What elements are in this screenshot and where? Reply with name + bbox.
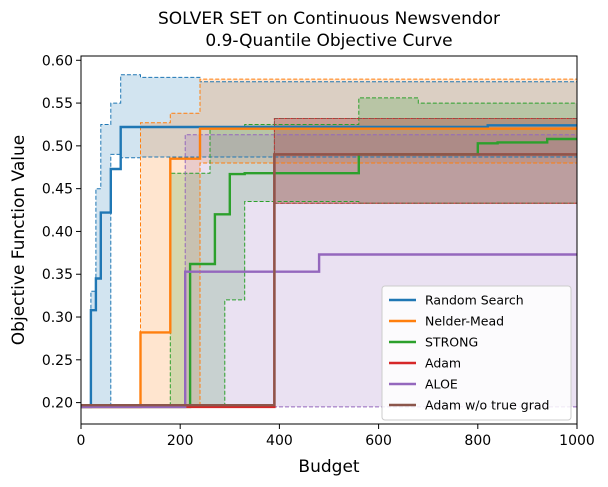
legend-label-adam-w-o-true-grad: Adam w/o true grad — [425, 398, 549, 413]
x-tick-label: 800 — [464, 433, 491, 449]
y-tick-label: 0.45 — [42, 182, 73, 198]
x-tick-label: 1000 — [559, 433, 595, 449]
series-line-nelder-mead — [81, 127, 577, 409]
x-tick-label: 600 — [365, 433, 392, 449]
y-tick-label: 0.20 — [42, 396, 73, 412]
legend-label-strong: STRONG — [425, 335, 478, 350]
series-line-strong — [81, 137, 577, 409]
legend-label-random-search: Random Search — [425, 293, 524, 308]
y-axis: 0.20 0.25 0.30 0.35 0.40 0.45 0.50 0.55 0.60 — [42, 53, 81, 412]
y-tick-label: 0.25 — [42, 353, 73, 369]
legend-label-adam: Adam — [425, 356, 461, 371]
y-tick-label: 0.40 — [42, 224, 73, 240]
x-axis: 0 200 400 600 800 1000 — [77, 424, 595, 449]
x-tick-label: 0 — [77, 433, 86, 449]
band-adam — [81, 118, 577, 407]
y-axis-label: Objective Function Value — [9, 135, 29, 345]
band-adam-w-o-true-grad — [81, 118, 577, 406]
y-tick-label: 0.60 — [42, 53, 73, 69]
chart-title: SOLVER SET on Continuous Newsvendor — [158, 9, 500, 29]
series-lines — [81, 124, 577, 409]
series-line-adam-w-o-true-grad — [81, 153, 577, 407]
band-strong — [81, 97, 577, 407]
plot-frame — [80, 55, 578, 425]
series-line-aloe — [81, 253, 577, 409]
band-upper-random-search — [81, 74, 577, 408]
legend-box — [381, 285, 572, 421]
legend-label-aloe: ALOE — [425, 377, 458, 392]
chart-subtitle: 0.9-Quantile Objective Curve — [205, 31, 452, 51]
legend-label-nelder-mead: Nelder-Mead — [425, 314, 504, 329]
y-tick-label: 0.50 — [42, 139, 73, 155]
y-tick-label: 0.55 — [42, 96, 73, 112]
band-nelder-mead — [81, 79, 577, 407]
x-axis-label: Budget — [298, 457, 359, 477]
x-tick-label: 200 — [167, 433, 194, 449]
x-tick-label: 400 — [266, 433, 293, 449]
confidence-bands — [81, 74, 577, 407]
y-tick-label: 0.30 — [42, 310, 73, 326]
band-random-search — [81, 74, 577, 407]
series-line-random-search — [81, 124, 577, 409]
band-upper-nelder-mead — [81, 78, 578, 408]
y-tick-label: 0.35 — [42, 267, 73, 283]
legend: Random Search Nelder-Mead STRONG Adam ALOE Ad… — [381, 285, 572, 421]
